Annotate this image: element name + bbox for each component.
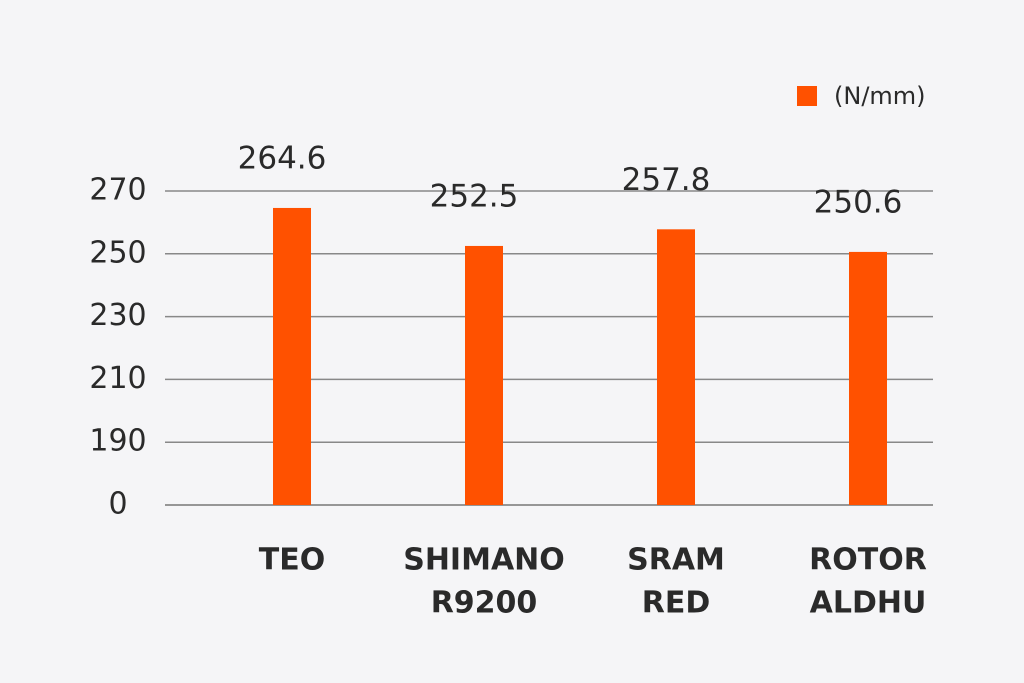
value-label: 264.6 — [238, 140, 327, 176]
x-tick-label: R9200 — [431, 586, 538, 621]
y-tick-label: 250 — [89, 235, 146, 270]
y-tick-label: 210 — [89, 361, 146, 396]
bar — [465, 245, 503, 505]
value-label: 250.6 — [814, 184, 903, 220]
x-tick-label: TEO — [259, 543, 325, 578]
bar — [849, 251, 887, 505]
x-tick-label: SRAM — [627, 543, 725, 578]
y-tick-label: 190 — [89, 424, 146, 459]
x-tick-label: SHIMANO — [403, 543, 565, 578]
y-tick-label: 0 — [108, 487, 127, 522]
bar — [273, 207, 311, 505]
x-tick-label: ALDHU — [810, 586, 927, 621]
legend-swatch — [797, 86, 817, 106]
value-label: 252.5 — [430, 178, 519, 214]
y-tick-label: 270 — [89, 173, 146, 208]
legend-label: (N/mm) — [834, 82, 926, 110]
y-tick-label: 230 — [89, 298, 146, 333]
x-tick-label: RED — [642, 586, 711, 621]
bar — [657, 229, 695, 506]
value-label: 257.8 — [622, 162, 711, 198]
x-tick-label: ROTOR — [809, 543, 927, 578]
